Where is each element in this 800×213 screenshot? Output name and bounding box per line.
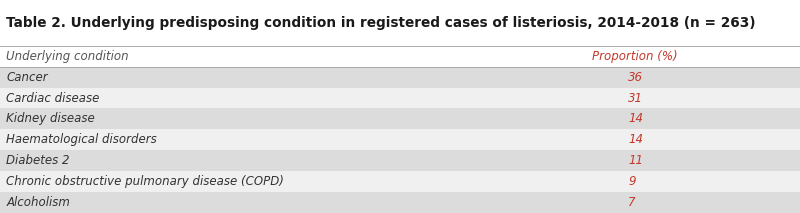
Bar bbox=[0, 129, 800, 150]
Text: Chronic obstructive pulmonary disease (COPD): Chronic obstructive pulmonary disease (C… bbox=[6, 175, 284, 188]
Text: Proportion (%): Proportion (%) bbox=[592, 50, 678, 63]
Text: 14: 14 bbox=[628, 133, 643, 146]
Text: Alcoholism: Alcoholism bbox=[6, 196, 70, 209]
Text: Table 2. Underlying predisposing condition in registered cases of listeriosis, 2: Table 2. Underlying predisposing conditi… bbox=[6, 16, 756, 30]
Text: Haematological disorders: Haematological disorders bbox=[6, 133, 157, 146]
Text: Cancer: Cancer bbox=[6, 71, 48, 84]
Bar bbox=[0, 171, 800, 192]
Text: Diabetes 2: Diabetes 2 bbox=[6, 154, 70, 167]
Bar bbox=[0, 192, 800, 213]
Bar bbox=[0, 46, 800, 67]
Text: 31: 31 bbox=[628, 92, 643, 105]
Text: 7: 7 bbox=[628, 196, 635, 209]
Text: Underlying condition: Underlying condition bbox=[6, 50, 129, 63]
Text: 11: 11 bbox=[628, 154, 643, 167]
Text: Kidney disease: Kidney disease bbox=[6, 112, 95, 125]
Bar bbox=[0, 150, 800, 171]
Text: 36: 36 bbox=[628, 71, 643, 84]
Bar bbox=[0, 108, 800, 130]
Bar bbox=[0, 88, 800, 108]
Text: 9: 9 bbox=[628, 175, 635, 188]
Bar bbox=[0, 67, 800, 88]
Text: 14: 14 bbox=[628, 112, 643, 125]
Bar bbox=[0, 0, 800, 46]
Text: Cardiac disease: Cardiac disease bbox=[6, 92, 100, 105]
